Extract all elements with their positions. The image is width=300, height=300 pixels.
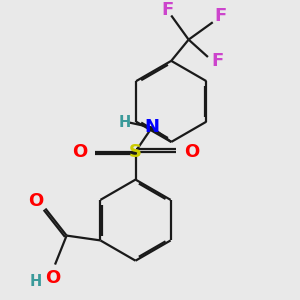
Text: H: H <box>119 115 131 130</box>
Text: F: F <box>161 1 173 19</box>
Text: O: O <box>46 269 61 287</box>
Text: S: S <box>129 142 142 160</box>
Text: O: O <box>72 142 87 160</box>
Text: F: F <box>212 52 224 70</box>
Text: F: F <box>214 8 226 26</box>
Text: O: O <box>184 142 199 160</box>
Text: N: N <box>144 118 159 136</box>
Text: O: O <box>28 192 44 210</box>
Text: H: H <box>30 274 42 290</box>
